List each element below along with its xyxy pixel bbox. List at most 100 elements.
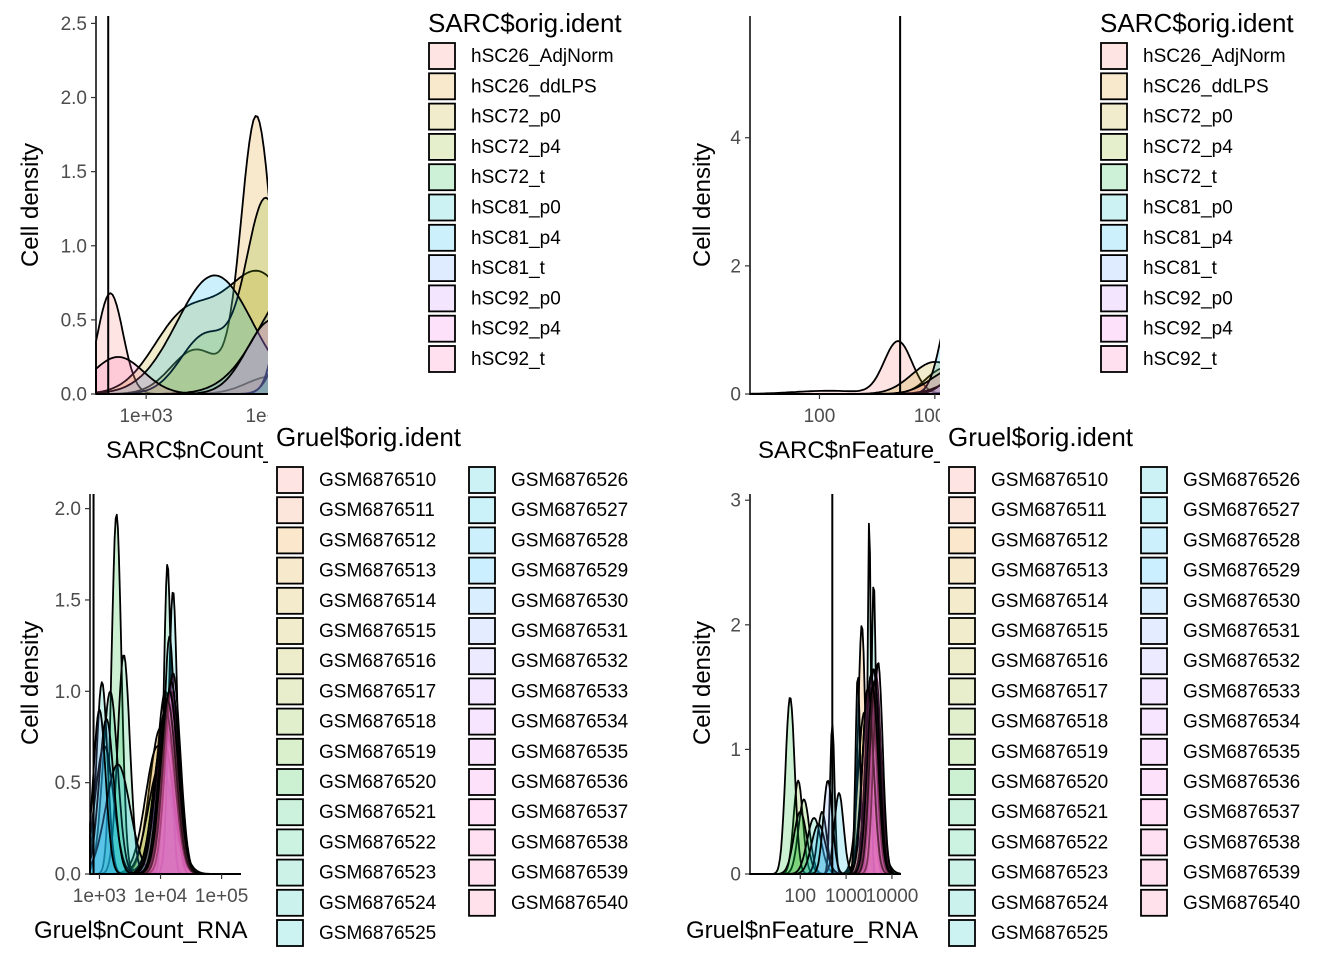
x-axis-title: SARC$nCount_RNA [106, 437, 327, 464]
legend-title: Gruel$orig.ident [276, 422, 462, 452]
y-axis-title: Cell density [689, 143, 716, 267]
legend-label: GSM6876521 [319, 802, 436, 823]
y-tick-label: 0 [730, 865, 741, 886]
y-tick-label: 2.0 [61, 88, 87, 109]
legend-key [468, 677, 496, 706]
legend-label: GSM6876540 [1183, 893, 1300, 914]
legend-item: hSC72_p4 [428, 132, 561, 161]
y-tick-label: 2 [730, 615, 741, 636]
legend-key [428, 72, 456, 101]
legend-item: GSM6876528 [1140, 526, 1300, 555]
y-tick-label: 0.0 [55, 865, 81, 886]
legend-item: GSM6876530 [468, 586, 628, 615]
chart-panel-bottom-left: 0.0 0.5 1.0 1.5 2.0 1e+03 1e+04 1e+05 Cell densi… [17, 422, 629, 947]
legend-label: hSC81_p0 [1143, 198, 1233, 219]
legend-label: GSM6876539 [1183, 863, 1300, 884]
legend-label: GSM6876540 [511, 893, 628, 914]
legend-item: GSM6876529 [1140, 556, 1300, 585]
legend-label: hSC72_t [471, 167, 546, 188]
legend-key [1140, 677, 1168, 706]
x-axis-title-wrap: SARC$nFeature_RNA [758, 437, 940, 464]
legend-key [948, 798, 976, 827]
legend-label: GSM6876526 [1183, 470, 1300, 491]
legend-key [1100, 42, 1128, 70]
legend-item: GSM6876516 [276, 647, 436, 676]
y-tick-label: 1.5 [61, 162, 87, 183]
x-axis-title-wrap: SARC$nCount_RNA [106, 437, 327, 464]
legend-key [1140, 768, 1168, 796]
plot-area [749, 16, 940, 395]
legend-key [1140, 586, 1168, 615]
legend-key [428, 254, 456, 283]
legend-item: GSM6876538 [1140, 828, 1300, 857]
legend-key [1100, 254, 1128, 283]
legend-item: hSC92_p0 [1100, 284, 1233, 313]
x-axis-title-wrap: Gruel$nFeature_RNA [686, 917, 918, 944]
y-tick-label: 1.0 [55, 682, 81, 703]
legend-key [1100, 314, 1128, 343]
legend-item: hSC72_p4 [1100, 132, 1233, 161]
y-axis-title: Cell density [17, 621, 44, 745]
legend-item: GSM6876536 [1140, 768, 1300, 796]
density-curve-hSC26_AdjNorm [95, 292, 268, 395]
legend-item: GSM6876518 [948, 707, 1108, 736]
legend-key [948, 526, 976, 555]
legend-key [948, 496, 976, 525]
x-axis-title-wrap: Gruel$nCount_RNA [34, 917, 247, 944]
legend-label: GSM6876518 [991, 712, 1108, 733]
legend-label: GSM6876514 [991, 591, 1109, 612]
legend-item: hSC81_p4 [1100, 223, 1233, 252]
y-axis-title: Cell density [689, 621, 716, 745]
legend-key [276, 647, 304, 676]
legend-key [948, 707, 976, 736]
legend-item: GSM6876531 [1140, 617, 1300, 645]
legend-label: GSM6876520 [991, 772, 1108, 793]
legend-item: GSM6876524 [948, 888, 1109, 917]
legend-item: GSM6876522 [276, 828, 436, 857]
legend-label: GSM6876539 [511, 863, 628, 884]
legend-item: GSM6876526 [1140, 466, 1300, 494]
y-tick-label: 2 [730, 256, 741, 277]
legend-key [948, 466, 976, 494]
legend-item: GSM6876534 [1140, 707, 1301, 736]
legend-label: GSM6876516 [319, 651, 436, 672]
legend-label: GSM6876529 [1183, 561, 1300, 582]
legend: Gruel$orig.ident GSM6876510 GSM6876511 GSM6… [948, 422, 1301, 947]
y-tick-label: 2.5 [61, 14, 87, 35]
legend-key [1140, 496, 1168, 525]
y-tick-label: 0.5 [61, 310, 87, 331]
legend-label: GSM6876533 [511, 681, 628, 702]
legend-key [468, 888, 496, 917]
legend-key [1100, 163, 1128, 192]
legend-label: GSM6876531 [511, 621, 628, 642]
legend-label: hSC92_t [1143, 349, 1218, 370]
legend-item: GSM6876513 [948, 556, 1108, 585]
legend-item: GSM6876522 [948, 828, 1108, 857]
legend-item: GSM6876539 [1140, 858, 1300, 887]
legend-label: GSM6876510 [319, 470, 436, 491]
density-curve-hSC81_p4 [95, 274, 268, 395]
legend-key [276, 556, 304, 585]
x-axis-title: Gruel$nFeature_RNA [686, 917, 918, 944]
legend-item: GSM6876528 [468, 526, 628, 555]
legend-key [1100, 72, 1128, 101]
legend-label: GSM6876513 [319, 561, 436, 582]
legend-item: GSM6876517 [276, 677, 436, 706]
legend-key [276, 526, 304, 555]
legend-label: GSM6876525 [991, 923, 1108, 944]
legend-item: GSM6876510 [276, 466, 436, 494]
legend-item: hSC92_p4 [1100, 314, 1233, 343]
legend-key [468, 466, 496, 494]
legend-item: hSC72_p0 [1100, 102, 1233, 131]
chart-panel-top-right: 0 2 4 100 1000 Cell density SARC$nFeature_RNA S… [689, 8, 1294, 464]
legend-item: GSM6876511 [948, 496, 1107, 525]
legend-item: hSC72_t [1100, 163, 1218, 192]
legend-item: GSM6876521 [276, 798, 436, 827]
legend-label: hSC92_p0 [1143, 288, 1233, 309]
legend-key [276, 828, 304, 857]
legend-label: hSC72_p4 [1143, 137, 1233, 158]
legend-key [1100, 102, 1128, 131]
x-tick-label: 1e+03 [73, 886, 126, 907]
x-ticks: 1e+03 1e+04 [119, 394, 268, 427]
